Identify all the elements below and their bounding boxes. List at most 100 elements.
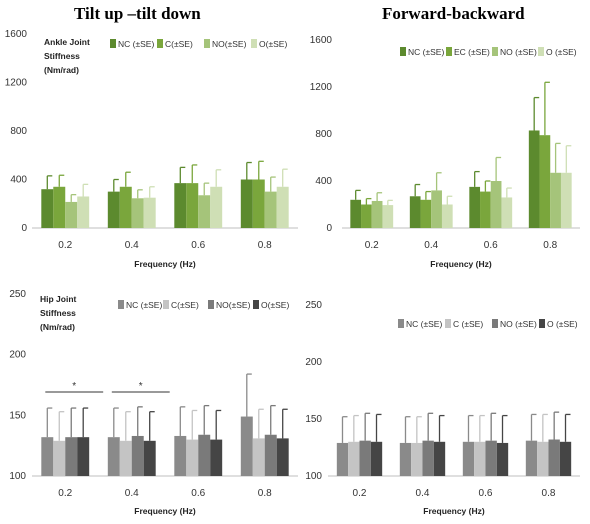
legend-swatch	[492, 47, 498, 56]
x-tick-label: 0.4	[424, 240, 438, 251]
bar	[240, 179, 253, 228]
bar	[143, 440, 156, 476]
bar	[496, 442, 509, 476]
bar	[276, 186, 289, 228]
bar	[560, 172, 572, 228]
bar	[537, 441, 549, 476]
y-tick-label: 150	[305, 414, 322, 425]
legend-label: C(±SE)	[165, 39, 193, 49]
bar	[462, 441, 475, 476]
bar	[371, 200, 383, 228]
y-axis-label: Ankle Joint	[44, 37, 90, 47]
bar	[411, 442, 423, 476]
bar	[143, 197, 156, 228]
y-tick-label: 1200	[5, 78, 28, 89]
legend-swatch	[253, 300, 259, 309]
y-axis-label: Stiffness	[44, 51, 80, 61]
bar	[107, 437, 120, 476]
legend-label: O(±SE)	[259, 39, 287, 49]
legend-label: NC (±SE)	[118, 39, 154, 49]
bar	[361, 204, 372, 228]
bar	[550, 172, 561, 228]
y-tick-label: 100	[9, 471, 26, 482]
x-tick-label: 0.2	[365, 240, 379, 251]
bar	[174, 183, 187, 228]
bar	[548, 439, 560, 476]
bar	[485, 440, 497, 476]
bar	[370, 441, 383, 476]
y-tick-label: 400	[315, 176, 332, 187]
x-tick-label: 0.6	[484, 240, 498, 251]
bar	[501, 197, 513, 228]
bar	[210, 186, 223, 228]
legend-label: C (±SE)	[453, 319, 483, 329]
legend-swatch	[398, 319, 404, 328]
bar	[119, 440, 132, 476]
y-tick-label: 200	[9, 350, 26, 361]
bar	[420, 199, 432, 228]
legend-swatch	[163, 300, 169, 309]
y-axis-label: (Nm/rad)	[44, 65, 79, 75]
bar	[65, 437, 78, 476]
legend-label: NO(±SE)	[212, 39, 247, 49]
bar	[53, 186, 66, 228]
bar	[382, 205, 394, 228]
bar	[348, 441, 360, 476]
bar	[399, 442, 412, 476]
y-tick-label: 1600	[5, 29, 28, 40]
legend-label: O(±SE)	[261, 300, 289, 310]
legend-swatch	[538, 47, 544, 56]
bar	[198, 195, 211, 228]
bar	[186, 183, 199, 228]
x-tick-label: 0.4	[125, 240, 139, 251]
x-axis-title: Frequency (Hz)	[423, 506, 485, 516]
x-axis-title: Frequency (Hz)	[134, 506, 196, 516]
bar	[186, 439, 199, 476]
y-tick-label: 800	[315, 129, 332, 140]
legend-swatch	[446, 47, 452, 56]
legend-label: NO (±SE)	[500, 47, 537, 57]
y-tick-label: 0	[21, 223, 27, 234]
bar	[252, 179, 265, 228]
x-axis-title: Frequency (Hz)	[134, 259, 196, 269]
bar	[65, 201, 78, 228]
bar	[431, 190, 442, 228]
bar	[119, 186, 132, 228]
bar	[107, 191, 120, 228]
x-tick-label: 0.2	[353, 488, 367, 499]
bar	[264, 191, 277, 228]
bar	[433, 441, 446, 476]
x-tick-label: 0.8	[542, 488, 556, 499]
y-axis-label: Stiffness	[40, 308, 76, 318]
legend-label: NC (±SE)	[126, 300, 162, 310]
x-tick-label: 0.4	[416, 488, 430, 499]
x-tick-label: 0.6	[191, 240, 205, 251]
x-axis-title: Frequency (Hz)	[430, 259, 492, 269]
bar	[441, 204, 453, 228]
title-forward-backward: Forward-backward	[382, 4, 525, 23]
x-tick-label: 0.6	[191, 488, 205, 499]
bar	[131, 198, 144, 228]
significance-marker: *	[72, 381, 76, 392]
y-tick-label: 100	[305, 471, 322, 482]
bar	[474, 441, 486, 476]
bar	[264, 434, 277, 476]
y-tick-label: 400	[10, 175, 27, 186]
y-tick-label: 250	[9, 289, 26, 300]
legend-label: EC (±SE)	[454, 47, 490, 57]
legend-swatch	[492, 319, 498, 328]
bar	[210, 439, 223, 476]
bar	[525, 440, 538, 476]
bar	[409, 196, 421, 228]
bar	[174, 435, 187, 476]
legend-label: NC (±SE)	[406, 319, 442, 329]
bar	[252, 438, 265, 476]
bar	[490, 181, 502, 228]
legend-swatch	[204, 39, 210, 48]
bar	[528, 130, 540, 228]
x-tick-label: 0.8	[258, 488, 272, 499]
bar	[336, 442, 349, 476]
legend-swatch	[445, 319, 451, 328]
y-tick-label: 250	[305, 300, 322, 311]
